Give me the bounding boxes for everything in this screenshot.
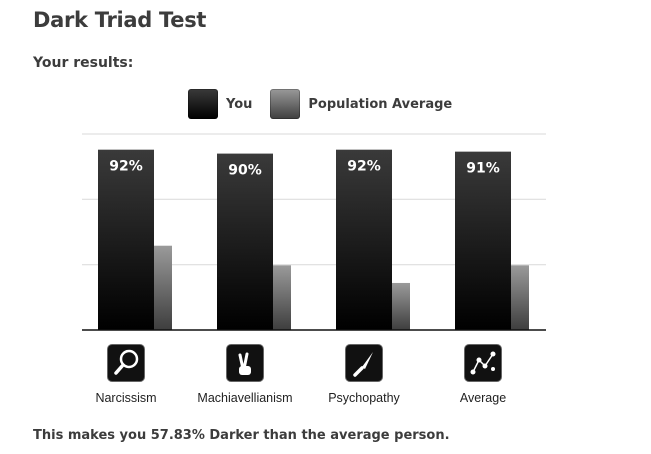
category-label-machiavellianism: Machiavellianism <box>197 391 293 405</box>
bar-you-0 <box>98 149 154 330</box>
legend-swatch-population <box>270 89 301 119</box>
bar-population-3 <box>511 265 529 330</box>
data-label-you-3: 91% <box>466 161 500 177</box>
result-summary: This makes you 57.83% Darker than the av… <box>33 428 450 443</box>
legend-item-you: You <box>188 89 252 119</box>
category-label-narcissism: Narcissism <box>95 391 157 405</box>
crossed-fingers-icon <box>227 345 263 381</box>
bar-population-2 <box>392 282 410 330</box>
page-title: Dark Triad Test <box>33 8 207 32</box>
constellation-icon <box>465 345 501 381</box>
bar-you-1 <box>217 153 273 330</box>
legend-item-population: Population Average <box>270 89 452 119</box>
chart-legend: You Population Average <box>188 89 470 119</box>
data-label-you-2: 92% <box>347 159 381 175</box>
bar-population-0 <box>154 245 172 330</box>
bar-you-3 <box>455 151 511 330</box>
category-label-psychopathy: Psychopathy <box>328 391 400 405</box>
bar-chart: 92% 90% 92% 91% <box>82 133 546 331</box>
results-heading: Your results: <box>33 55 134 71</box>
legend-label-population: Population Average <box>308 96 453 112</box>
data-label-you-0: 92% <box>109 159 143 175</box>
legend-label-you: You <box>226 96 253 112</box>
magnifier-icon <box>108 345 144 381</box>
bar-you-2 <box>336 149 392 330</box>
data-label-you-1: 90% <box>228 163 262 179</box>
knife-icon <box>346 345 382 381</box>
category-label-average: Average <box>459 391 507 405</box>
legend-swatch-you <box>188 89 218 119</box>
bar-population-1 <box>273 265 291 330</box>
